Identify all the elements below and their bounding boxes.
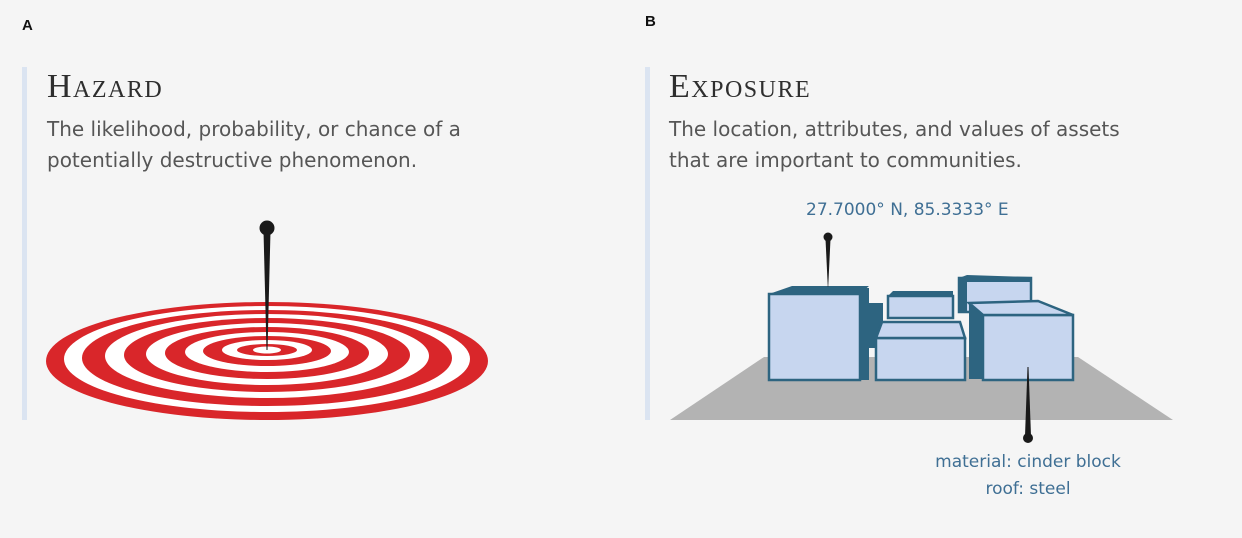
- hazard-pin-icon: [259, 220, 275, 350]
- coordinates-label: 27.7000° N, 85.3333° E: [806, 200, 1009, 220]
- hazard-description-line-1: The likelihood, probability, or chance o…: [47, 117, 461, 141]
- panel-letter-a: A: [22, 17, 33, 34]
- panel-b-accent-bar: [645, 67, 650, 420]
- hazard-description: The likelihood, probability, or chance o…: [47, 114, 461, 176]
- building-attributes: material: cinder block roof: steel: [918, 449, 1138, 503]
- roof-attribute: roof: steel: [985, 479, 1071, 499]
- exposure-description-line-2: that are important to communities.: [669, 148, 1022, 172]
- hazard-title: Hazard: [47, 68, 164, 105]
- hazard-description-line-2: potentially destructive phenomenon.: [47, 148, 418, 172]
- attribute-pin-icon: [1023, 367, 1033, 443]
- panel-a-accent-bar: [22, 67, 27, 420]
- panel-letter-b: B: [645, 13, 656, 30]
- target-icon: [46, 302, 488, 420]
- buildings-icon: [767, 275, 1075, 382]
- material-attribute: material: cinder block: [935, 452, 1121, 472]
- exposure-description-line-1: The location, attributes, and values of …: [669, 117, 1120, 141]
- location-pin-icon: [823, 232, 833, 287]
- exposure-description: The location, attributes, and values of …: [669, 114, 1120, 176]
- exposure-title: Exposure: [669, 68, 812, 105]
